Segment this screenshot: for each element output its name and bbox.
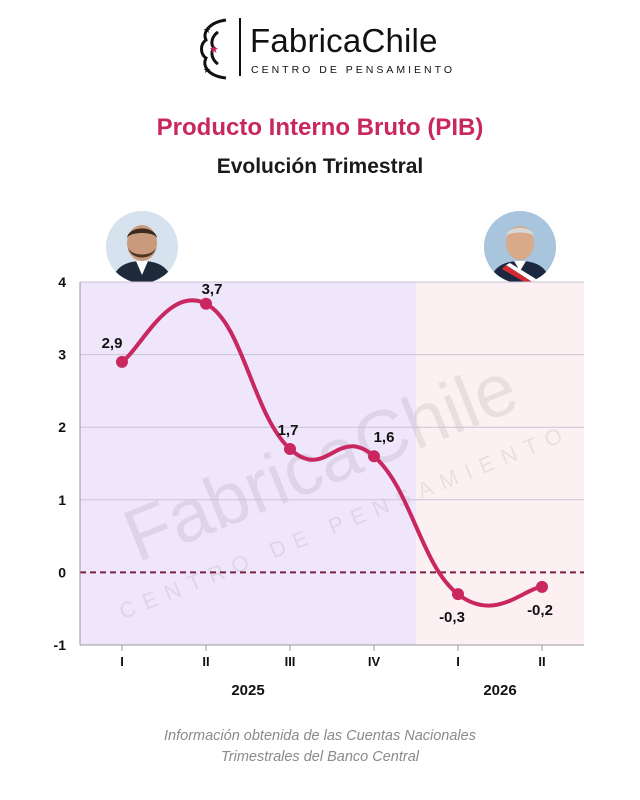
y-tick-label: 3 <box>58 347 66 363</box>
logo-divider <box>239 18 241 76</box>
portrait-man-presidential-sash-icon <box>484 211 556 283</box>
data-label: 1,7 <box>278 422 299 439</box>
source-line-1: Información obtenida de las Cuentas Naci… <box>164 728 476 744</box>
portrait-left <box>106 211 178 283</box>
y-tick-label: 2 <box>58 419 66 435</box>
factory-gear-icon: ★ ★ ★ <box>200 18 227 80</box>
data-point <box>452 588 464 601</box>
portrait-right <box>484 211 556 283</box>
chart-subtitle: Evolución Trimestral <box>216 155 424 178</box>
brand-logo: ★ ★ ★ FabricaChile CENTRO DE PENSAMIENTO <box>0 14 640 84</box>
svg-text:★: ★ <box>203 66 211 76</box>
data-label: -0,3 <box>439 609 465 626</box>
data-label: 1,6 <box>374 429 395 446</box>
group-background-1 <box>416 282 584 645</box>
data-point <box>368 450 380 463</box>
data-label: -0,2 <box>527 602 553 619</box>
x-tick-label: II <box>202 654 209 669</box>
portrait-man-suit-icon <box>106 211 178 283</box>
x-tick-label: I <box>456 654 460 669</box>
data-label: 3,7 <box>202 281 223 298</box>
source-line-2: Trimestrales del Banco Central <box>221 749 419 765</box>
data-label: 2,9 <box>102 335 123 352</box>
x-tick-label: I <box>120 654 124 669</box>
y-tick-label: 0 <box>58 564 66 580</box>
data-point <box>284 442 296 455</box>
y-tick-label: -1 <box>54 637 67 653</box>
group-background-0 <box>80 282 416 645</box>
brand-name: FabricaChile <box>250 22 438 59</box>
data-point <box>116 355 128 368</box>
data-point <box>200 297 212 310</box>
brand-tagline: CENTRO DE PENSAMIENTO <box>251 64 455 76</box>
y-tick-label: 1 <box>58 492 66 508</box>
year-group-label: 2026 <box>483 682 516 699</box>
x-tick-label: II <box>538 654 545 669</box>
data-point <box>536 580 548 593</box>
svg-text:★: ★ <box>203 26 211 36</box>
source-note: Información obtenida de las Cuentas Naci… <box>0 726 640 768</box>
y-tick-label: 4 <box>58 274 66 290</box>
svg-text:★: ★ <box>209 43 219 56</box>
x-tick-label: IV <box>368 654 381 669</box>
year-group-label: 2025 <box>231 682 264 699</box>
chart-title: Producto Interno Bruto (PIB) <box>156 114 484 141</box>
x-tick-label: III <box>285 654 296 669</box>
